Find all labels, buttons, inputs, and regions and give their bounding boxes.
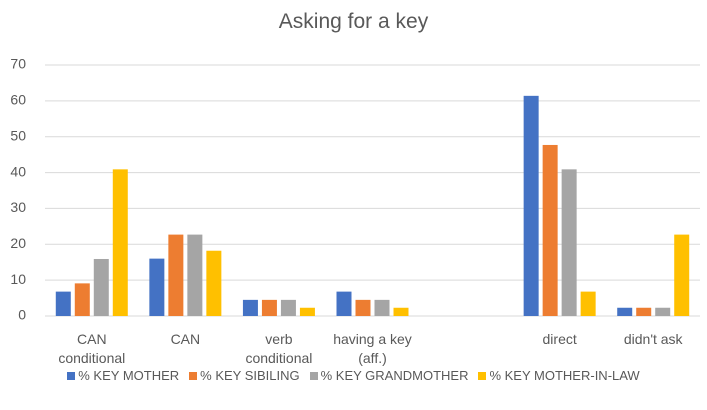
- bar: [580, 291, 596, 316]
- bar: [74, 283, 90, 316]
- bar: [261, 299, 277, 316]
- legend-item: % KEY SIBILING: [189, 368, 300, 383]
- bar: [655, 307, 671, 316]
- legend-swatch: [309, 371, 318, 380]
- y-tick-label: 20: [10, 235, 26, 251]
- legend: % KEY MOTHER % KEY SIBILING % KEY GRANDMOT…: [0, 368, 707, 383]
- legend-item: % KEY MOTHER: [67, 368, 179, 383]
- legend-label: % KEY MOTHER: [78, 368, 180, 383]
- legend-swatch: [189, 371, 198, 380]
- x-tick-label: CAN: [170, 331, 201, 347]
- bar: [206, 250, 222, 316]
- legend-label: % KEY MOTHER-IN-LAW: [489, 368, 640, 383]
- y-tick-label: 30: [10, 199, 26, 215]
- bar: [561, 169, 577, 316]
- bar: [617, 307, 633, 316]
- bar: [374, 299, 390, 316]
- y-tick-label: 0: [18, 307, 26, 323]
- y-tick-label: 60: [10, 92, 26, 108]
- bar: [280, 299, 296, 316]
- bar: [242, 299, 258, 316]
- x-tick-label: verb conditional: [245, 331, 313, 366]
- bar: [149, 258, 165, 316]
- y-tick-label: 50: [10, 127, 26, 143]
- chart-title: Asking for a key: [278, 10, 429, 33]
- x-tick-label: direct: [542, 331, 577, 347]
- bar: [393, 307, 409, 316]
- bar: [674, 234, 690, 316]
- legend-label: % KEY SIBILING: [200, 368, 300, 383]
- x-tick-label: having a key (aff.): [333, 331, 412, 366]
- legend-swatch: [67, 371, 76, 380]
- bar: [112, 169, 128, 316]
- legend-label: % KEY GRANDMOTHER: [320, 368, 469, 383]
- bar: [355, 299, 371, 316]
- y-tick-label: 10: [10, 271, 26, 287]
- bar: [636, 307, 652, 316]
- y-tick-label: 70: [10, 56, 26, 72]
- y-tick-label: 40: [10, 163, 26, 179]
- bar: [168, 234, 184, 316]
- bar: [187, 234, 203, 316]
- bar: [336, 291, 352, 316]
- bar: [55, 291, 71, 316]
- x-tick-label: CAN conditional: [58, 331, 126, 366]
- legend-swatch: [478, 371, 487, 380]
- legend-item: % KEY MOTHER-IN-LAW: [478, 368, 640, 383]
- x-tick-label: didn't ask: [623, 331, 683, 347]
- legend-item: % KEY GRANDMOTHER: [309, 368, 469, 383]
- bar: [93, 258, 109, 316]
- bar: [523, 95, 539, 316]
- bar: [542, 144, 558, 316]
- bar: [299, 307, 315, 316]
